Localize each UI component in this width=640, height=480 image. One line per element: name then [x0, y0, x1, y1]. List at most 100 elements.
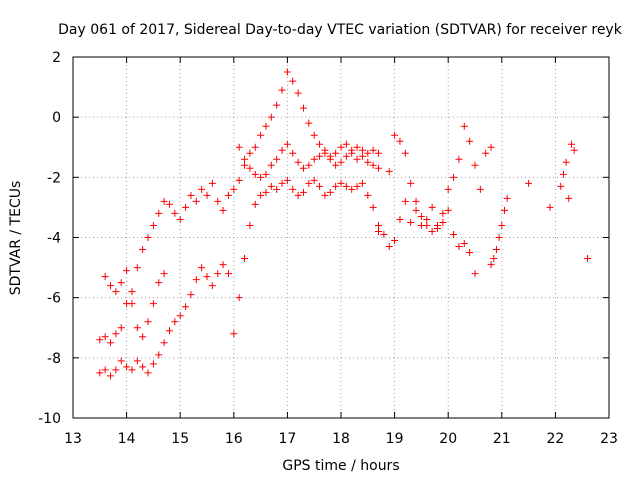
- data-point-s1-5: [123, 363, 131, 371]
- x-tick-label: 22: [546, 431, 564, 447]
- data-point-s0-37: [294, 89, 302, 97]
- x-tick-label: 21: [493, 431, 511, 447]
- data-point-s0-36: [289, 77, 297, 85]
- data-point-s1-23: [219, 261, 227, 269]
- data-point-s4-16: [460, 122, 468, 130]
- data-point-s0-52: [375, 149, 383, 157]
- data-point-s1-38: [299, 188, 307, 196]
- data-points: [96, 68, 592, 380]
- data-point-s1-32: [267, 182, 275, 190]
- data-point-s0-38: [299, 104, 307, 112]
- data-point-s1-8: [139, 363, 147, 371]
- data-point-s1-10: [149, 360, 157, 368]
- data-point-s0-44: [332, 149, 340, 157]
- data-point-s1-24: [224, 270, 232, 278]
- data-point-s7-6: [567, 140, 575, 148]
- data-point-s0-49: [358, 146, 366, 154]
- data-point-s2-0: [101, 273, 109, 281]
- data-point-s1-33: [273, 185, 281, 193]
- data-point-s1-17: [187, 291, 195, 299]
- data-point-s0-25: [230, 185, 238, 193]
- data-point-s3-6: [267, 161, 275, 169]
- data-point-s0-16: [182, 203, 190, 211]
- data-point-s5-1: [391, 131, 399, 139]
- data-point-s1-7: [133, 357, 141, 365]
- data-point-s3-4: [257, 173, 265, 181]
- data-point-s6-5: [500, 206, 508, 214]
- y-tick-label: -10: [38, 411, 61, 427]
- data-point-s3-25: [369, 161, 377, 169]
- x-tick-label: 13: [64, 431, 82, 447]
- data-point-s4-1: [380, 230, 388, 238]
- data-point-s0-11: [155, 209, 163, 217]
- data-point-s1-20: [203, 273, 211, 281]
- data-point-s1-30: [257, 191, 265, 199]
- data-point-s0-2: [107, 339, 115, 347]
- data-point-s1-3: [112, 366, 120, 374]
- data-point-s6-2: [492, 246, 500, 254]
- data-point-s5-12: [450, 230, 458, 238]
- data-point-s1-12: [160, 339, 168, 347]
- data-point-s4-17: [466, 137, 474, 145]
- data-point-s0-15: [176, 215, 184, 223]
- data-point-s0-14: [171, 209, 179, 217]
- data-point-s5-16: [471, 270, 479, 278]
- data-point-s3-2: [246, 164, 254, 172]
- data-point-s1-4: [117, 357, 125, 365]
- data-point-s2-5: [128, 300, 136, 308]
- data-point-s7-1: [546, 203, 554, 211]
- data-point-s1-40: [310, 176, 318, 184]
- data-point-s0-46: [342, 140, 350, 148]
- data-point-s7-3: [559, 170, 567, 178]
- data-point-s0-26: [235, 176, 243, 184]
- data-point-s0-39: [305, 119, 313, 127]
- data-point-s3-13: [305, 161, 313, 169]
- data-point-s1-36: [289, 185, 297, 193]
- data-point-s0-1: [101, 333, 109, 341]
- data-point-s1-31: [262, 188, 270, 196]
- data-point-s3-26: [375, 164, 383, 172]
- x-tick-label: 20: [439, 431, 457, 447]
- data-point-s1-42: [321, 191, 329, 199]
- data-point-s0-51: [369, 146, 377, 154]
- data-point-s1-51: [369, 203, 377, 211]
- data-point-s1-15: [176, 312, 184, 320]
- data-point-s5-13: [455, 243, 463, 251]
- data-point-s7-0: [525, 179, 533, 187]
- data-point-s7-4: [562, 158, 570, 166]
- data-point-s5-0: [385, 167, 393, 175]
- data-point-s0-28: [246, 149, 254, 157]
- x-tick-label: 23: [600, 431, 618, 447]
- data-point-s3-18: [332, 161, 340, 169]
- data-point-s5-4: [407, 179, 415, 187]
- data-point-s0-6: [128, 288, 136, 296]
- data-point-s5-8: [428, 227, 436, 235]
- data-point-s3-10: [289, 149, 297, 157]
- data-point-s3-3: [251, 170, 259, 178]
- data-point-s4-20: [482, 149, 490, 157]
- data-point-s1-44: [332, 182, 340, 190]
- data-point-s1-49: [358, 179, 366, 187]
- data-point-s0-3: [112, 330, 120, 338]
- data-point-s6-3: [495, 234, 503, 241]
- data-point-s0-7: [133, 264, 141, 272]
- data-point-s0-10: [149, 221, 157, 229]
- data-point-s1-13: [165, 327, 173, 335]
- data-point-s3-21: [348, 149, 356, 157]
- data-point-s3-5: [262, 170, 270, 178]
- data-point-s1-26: [235, 294, 243, 302]
- data-point-s2-10: [155, 279, 163, 287]
- data-point-s2-9: [149, 300, 157, 308]
- y-tick-label: -8: [47, 351, 61, 367]
- data-point-s3-15: [316, 152, 324, 160]
- data-point-s0-30: [257, 131, 265, 139]
- data-point-s5-9: [433, 224, 441, 232]
- data-point-s2-2: [112, 288, 120, 296]
- data-point-s4-13: [444, 185, 452, 193]
- data-point-s3-7: [273, 155, 281, 163]
- data-point-s4-10: [428, 203, 436, 211]
- data-point-s1-34: [278, 179, 286, 187]
- data-point-s5-2: [396, 137, 404, 145]
- data-point-s1-22: [214, 270, 222, 278]
- data-point-s0-32: [267, 113, 275, 121]
